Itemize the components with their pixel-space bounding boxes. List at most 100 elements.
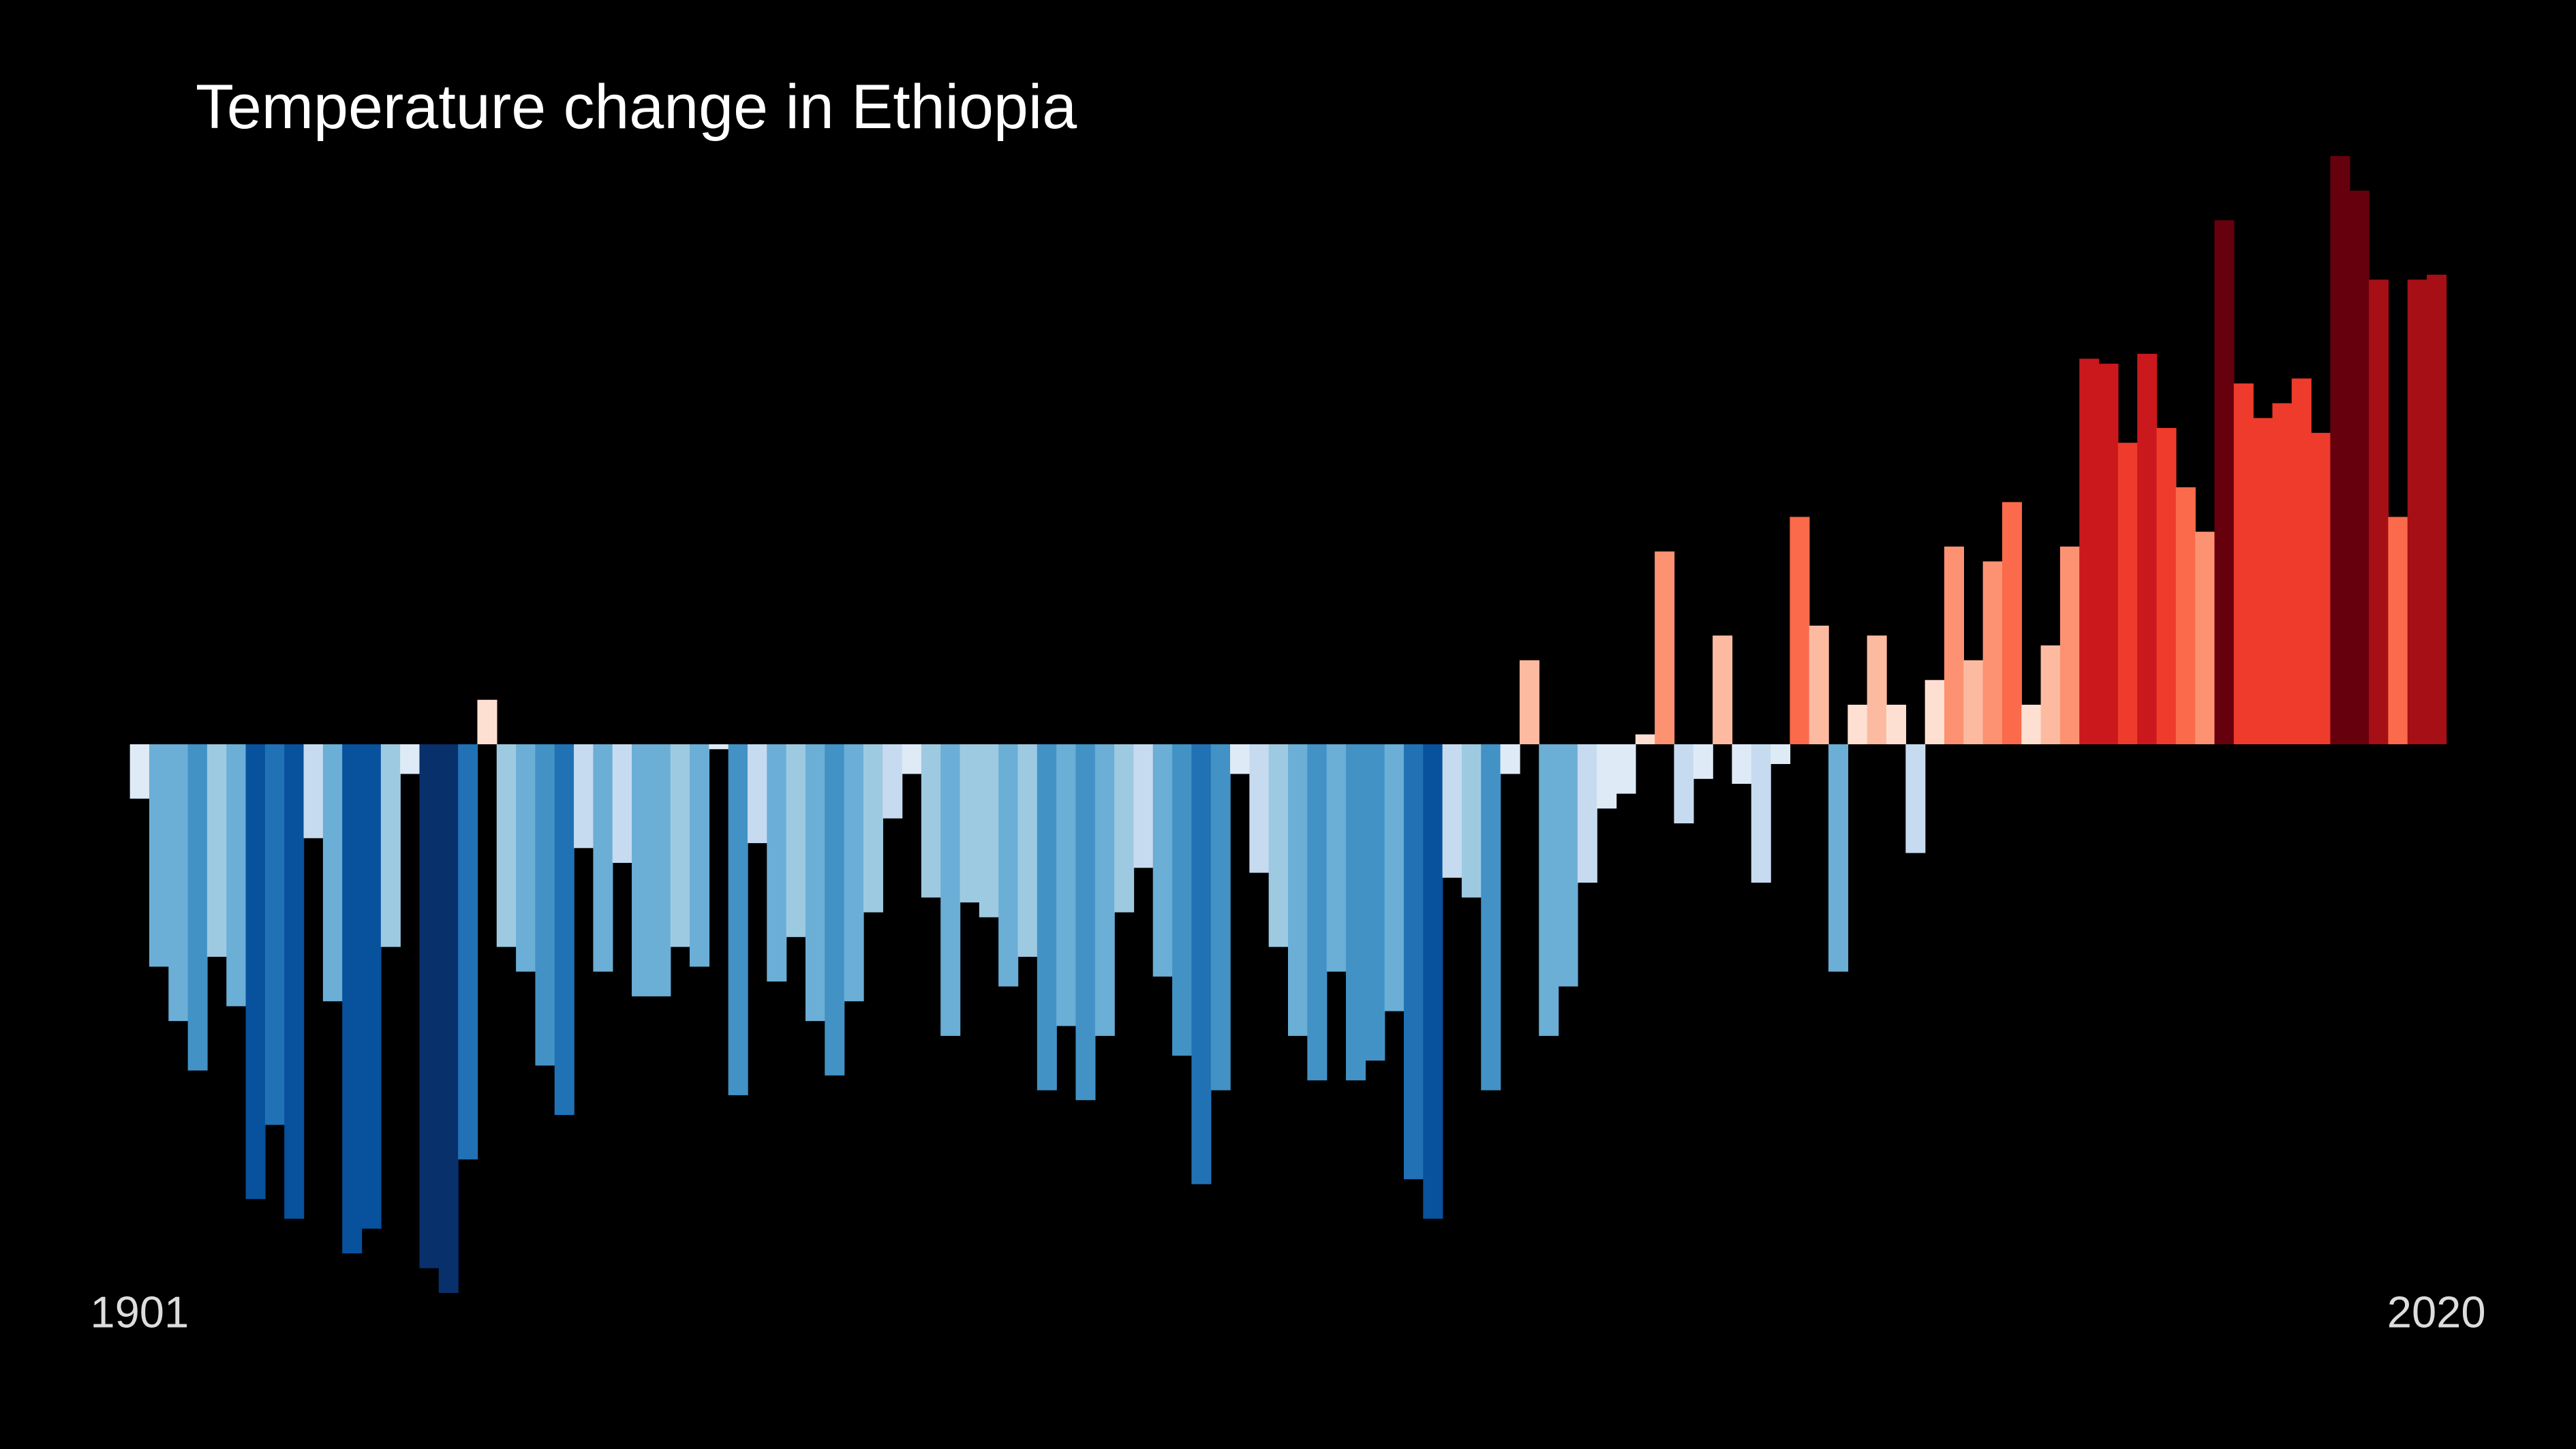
bar — [1442, 744, 1462, 878]
bar — [2311, 433, 2331, 745]
bar — [2156, 427, 2177, 745]
bar — [1345, 744, 1366, 1081]
bar — [342, 744, 363, 1253]
bar — [168, 744, 189, 1022]
bar — [477, 699, 497, 745]
bar — [1114, 744, 1135, 913]
bar — [1288, 744, 1308, 1036]
bar — [960, 744, 980, 903]
bar — [1847, 704, 1868, 745]
bar — [149, 744, 170, 967]
bar — [902, 744, 922, 774]
bar — [1461, 744, 1482, 898]
bar — [303, 744, 324, 838]
bar — [1809, 625, 1829, 745]
bar — [1094, 744, 1115, 1036]
bar — [844, 744, 864, 1002]
bar — [1403, 744, 1424, 1180]
bar — [1268, 744, 1289, 947]
bar — [863, 744, 883, 913]
bar — [1944, 546, 1965, 745]
bar — [2040, 645, 2061, 745]
bar — [805, 744, 825, 1022]
bar — [1963, 660, 1984, 745]
bar — [1500, 744, 1520, 774]
bar — [1249, 744, 1270, 873]
bar — [2233, 383, 2254, 745]
bar — [998, 744, 1019, 987]
bar — [979, 744, 999, 917]
bar — [284, 744, 305, 1219]
bar — [264, 744, 285, 1125]
bar — [883, 744, 903, 819]
bar — [2059, 546, 2080, 745]
bar — [747, 744, 768, 844]
bar — [1481, 744, 1501, 1090]
bar — [1693, 744, 1713, 779]
bar — [825, 744, 845, 1076]
bar — [612, 744, 632, 864]
bar — [1597, 744, 1617, 809]
bar — [2272, 403, 2293, 745]
bar — [670, 744, 690, 947]
bar — [245, 744, 266, 1200]
bar — [921, 744, 941, 898]
bar — [187, 744, 208, 1071]
bar — [1307, 744, 1328, 1081]
bar — [1635, 734, 1655, 745]
bar — [786, 744, 806, 937]
x-tick-label: 2020 — [2387, 1287, 2486, 1337]
bar — [1886, 704, 1907, 745]
bar — [1558, 744, 1578, 987]
bar — [322, 744, 343, 1002]
bar — [1519, 660, 1539, 745]
bar — [940, 744, 961, 1036]
bar — [728, 744, 748, 1095]
bar — [361, 744, 382, 1229]
bar — [2002, 502, 2022, 745]
bar — [2214, 220, 2235, 745]
bar — [535, 744, 555, 1066]
bar — [1191, 744, 1212, 1185]
bar — [2388, 517, 2408, 745]
bar — [1867, 635, 1887, 745]
bar — [1152, 744, 1173, 977]
bar — [2330, 155, 2350, 745]
x-tick-label: 1901 — [90, 1287, 189, 1337]
bar — [1713, 635, 1733, 745]
bar — [2137, 354, 2158, 745]
bar — [1616, 744, 1636, 794]
bar — [458, 744, 478, 1160]
bar — [651, 744, 671, 996]
bar — [2369, 279, 2389, 745]
bar — [1365, 744, 1385, 1061]
bar — [554, 744, 574, 1115]
bar — [1674, 744, 1694, 824]
bar — [1539, 744, 1559, 1036]
bar — [2021, 704, 2042, 745]
bar — [419, 744, 440, 1268]
bar — [1577, 744, 1597, 883]
bar — [226, 744, 247, 1007]
bar — [1732, 744, 1752, 784]
bar — [1326, 744, 1347, 972]
bar — [1423, 744, 1443, 1219]
bar — [2427, 275, 2447, 745]
bar — [206, 744, 227, 957]
bar — [1230, 744, 1251, 774]
bar — [400, 744, 420, 774]
bar — [632, 744, 652, 996]
bar — [2195, 532, 2215, 745]
bar — [1655, 551, 1675, 745]
bar — [1982, 561, 2003, 745]
bar — [1925, 680, 1945, 745]
bar — [1037, 744, 1057, 1090]
bar — [709, 744, 729, 750]
bar — [129, 744, 150, 799]
bar — [2349, 190, 2370, 745]
bar — [1905, 744, 1926, 853]
bar — [767, 744, 787, 982]
bar — [1790, 517, 1810, 745]
